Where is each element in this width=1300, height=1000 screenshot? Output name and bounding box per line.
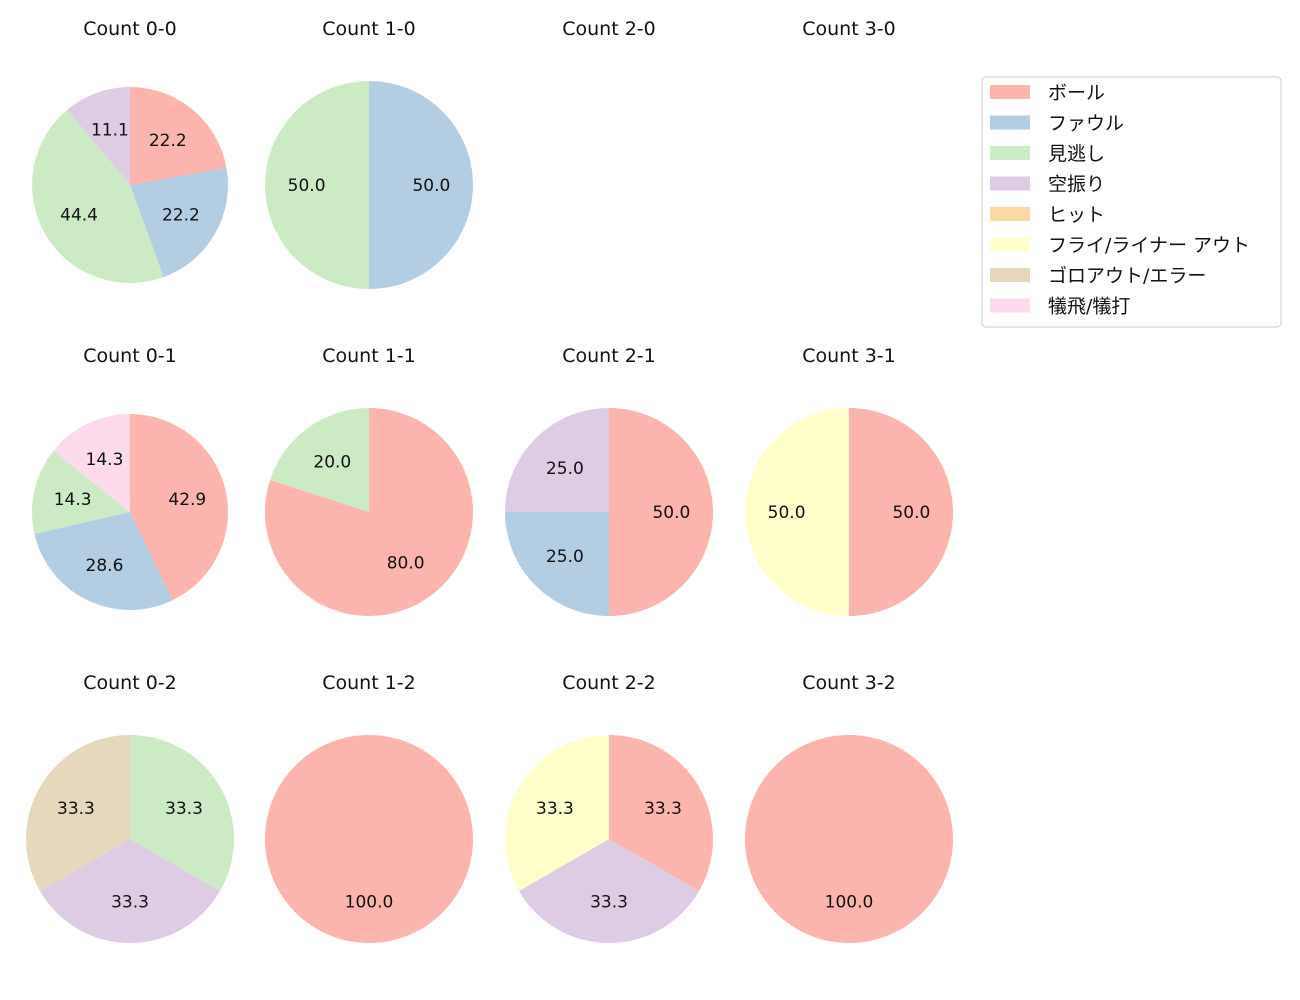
pie-slice xyxy=(34,512,173,610)
pie-slice xyxy=(745,408,849,616)
pie-title: Count 3-1 xyxy=(802,345,896,367)
pie-data-label: 100.0 xyxy=(345,892,394,912)
pie-slice xyxy=(609,408,713,616)
pie-count-3-2: Count 3-2 100.0 xyxy=(745,672,953,943)
pie-data-label: 50.0 xyxy=(768,503,806,523)
pie-data-label: 25.0 xyxy=(546,547,584,567)
pie-title: Count 3-2 xyxy=(802,672,896,694)
pie-count-1-1: Count 1-1 80.0 20.0 xyxy=(265,345,474,617)
pie-slice xyxy=(265,81,369,289)
pie-data-label: 11.1 xyxy=(91,121,129,141)
pie-slice xyxy=(39,839,221,943)
pie-count-0-0: Count 0-0 22.2 22.2 44.4 11.1 xyxy=(31,18,228,283)
legend-swatch xyxy=(990,268,1030,282)
pie-title: Count 0-0 xyxy=(83,18,177,40)
legend-label: ヒット xyxy=(1048,204,1105,226)
pie-title: Count 2-2 xyxy=(562,672,656,694)
pie-count-1-0: Count 1-0 50.0 50.0 xyxy=(265,18,473,289)
pie-slice xyxy=(265,735,473,943)
pie-title: Count 1-1 xyxy=(322,345,416,367)
pie-slice xyxy=(609,735,713,891)
pie-data-label: 33.3 xyxy=(536,799,574,819)
pie-slice xyxy=(504,735,609,891)
legend-label: 空振り xyxy=(1048,174,1105,196)
pie-slice xyxy=(53,413,130,512)
pie-data-label: 42.9 xyxy=(168,490,206,510)
legend-label: ボール xyxy=(1048,82,1105,104)
legend-swatch xyxy=(990,176,1030,191)
pie-slice xyxy=(130,735,235,891)
pie-data-label: 33.3 xyxy=(644,799,682,819)
pie-count-0-2: Count 0-2 33.3 33.3 33.3 xyxy=(25,672,235,943)
pie-count-3-1: Count 3-1 50.0 50.0 xyxy=(745,345,953,616)
legend-label: フライ/ライナー アウト xyxy=(1048,235,1250,257)
pie-slice xyxy=(270,408,369,512)
pie-data-label: 22.2 xyxy=(162,205,200,225)
pie-data-label: 50.0 xyxy=(412,176,450,196)
pie-data-label: 33.3 xyxy=(111,892,149,912)
pie-slice xyxy=(505,512,609,616)
pie-title: Count 1-2 xyxy=(322,672,416,694)
pie-data-label: 44.4 xyxy=(60,205,98,225)
pie-data-label: 33.3 xyxy=(165,799,203,819)
legend-label: ゴロアウト/エラー xyxy=(1048,265,1206,287)
pie-slice xyxy=(849,408,953,616)
pie-slice xyxy=(130,414,228,601)
pie-data-label: 33.3 xyxy=(590,892,628,912)
pie-slice xyxy=(505,408,609,512)
pie-data-label: 14.3 xyxy=(54,490,92,510)
pie-title: Count 0-2 xyxy=(83,672,177,694)
pie-data-label: 50.0 xyxy=(288,176,326,196)
pie-slice xyxy=(31,109,164,283)
pie-data-label: 100.0 xyxy=(825,892,874,912)
pie-count-2-0: Count 2-0 xyxy=(562,18,656,40)
pie-count-1-2: Count 1-2 100.0 xyxy=(265,672,473,943)
pie-title: Count 0-1 xyxy=(83,345,177,367)
pie-data-label: 80.0 xyxy=(387,553,425,573)
pie-title: Count 2-1 xyxy=(562,345,656,367)
pie-slice xyxy=(67,87,130,185)
pie-slice xyxy=(31,450,130,534)
legend-frame xyxy=(981,76,1282,328)
pie-title: Count 1-0 xyxy=(322,18,416,40)
legend-swatch xyxy=(990,115,1030,130)
legend-label: 見逃し xyxy=(1048,143,1105,165)
pie-slice xyxy=(130,87,227,185)
pie-title: Count 2-0 xyxy=(562,18,656,40)
pie-data-label: 25.0 xyxy=(546,459,584,479)
legend-label: 犠飛/犠打 xyxy=(1048,296,1130,318)
pie-slice xyxy=(130,167,228,278)
pie-slice xyxy=(25,735,131,891)
pie-title: Count 3-0 xyxy=(802,18,896,40)
pie-data-label: 50.0 xyxy=(892,503,930,523)
legend-swatch xyxy=(990,298,1030,313)
pie-data-label: 50.0 xyxy=(652,503,690,523)
pie-count-2-2: Count 2-2 33.3 33.3 33.3 xyxy=(504,672,713,944)
pie-data-label: 14.3 xyxy=(86,450,124,470)
pie-data-label: 22.2 xyxy=(149,131,187,151)
legend-label: ファウル xyxy=(1048,113,1124,135)
pie-data-label: 28.6 xyxy=(86,556,124,576)
pie-slice xyxy=(745,735,953,943)
pie-data-label: 20.0 xyxy=(313,453,351,473)
legend-swatch xyxy=(990,207,1030,221)
pie-data-label: 33.3 xyxy=(57,799,95,819)
pie-count-2-1: Count 2-1 50.0 25.0 25.0 xyxy=(505,345,713,616)
pie-count-3-0: Count 3-0 xyxy=(802,18,896,40)
legend-swatch xyxy=(990,237,1030,252)
pie-slice xyxy=(369,81,473,289)
pie-count-0-1: Count 0-1 42.9 28.6 14.3 14.3 xyxy=(31,345,228,610)
legend-swatch xyxy=(990,146,1030,160)
legend-swatch xyxy=(990,85,1030,99)
